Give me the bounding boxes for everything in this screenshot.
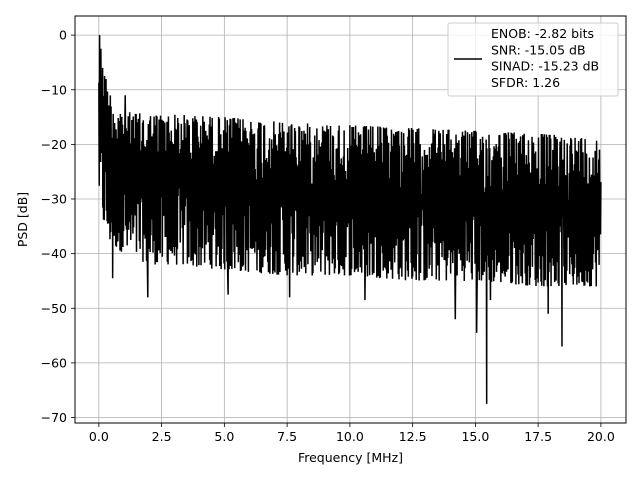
x-tick-label: 0.0 — [89, 429, 109, 444]
x-axis-ticks: 0.0 2.5 5.0 7.5 10.0 12.5 15.0 17.5 20.0 — [89, 423, 615, 444]
x-tick-label: 15.0 — [461, 429, 489, 444]
x-tick-label: 2.5 — [152, 429, 172, 444]
y-tick-label: −40 — [41, 246, 67, 261]
y-tick-label: −50 — [41, 301, 67, 316]
x-tick-label: 17.5 — [524, 429, 552, 444]
y-tick-label: −20 — [41, 137, 67, 152]
y-tick-label: 0 — [59, 28, 67, 43]
y-tick-label: −10 — [41, 82, 67, 97]
x-tick-label: 5.0 — [214, 429, 234, 444]
legend-snr: SNR: -15.05 dB — [491, 42, 586, 57]
x-tick-label: 7.5 — [277, 429, 297, 444]
legend-enob: ENOB: -2.82 bits — [491, 26, 594, 41]
y-axis-label: PSD [dB] — [15, 192, 30, 247]
y-tick-label: −60 — [41, 355, 67, 370]
psd-series-line — [98, 35, 602, 404]
legend-sinad: SINAD: -15.23 dB — [491, 59, 599, 74]
y-tick-label: −70 — [41, 410, 67, 425]
x-tick-label: 20.0 — [587, 429, 615, 444]
x-tick-label: 12.5 — [399, 429, 427, 444]
y-axis-ticks: 0 −10 −20 −30 −40 −50 −60 −70 — [41, 28, 75, 425]
y-tick-label: −30 — [41, 192, 67, 207]
legend-box — [447, 22, 619, 97]
legend: ENOB: -2.82 bits SNR: -15.05 dB SINAD: -… — [447, 22, 619, 97]
x-axis-label: Frequency [MHz] — [298, 450, 403, 465]
x-tick-label: 10.0 — [336, 429, 364, 444]
legend-sfdr: SFDR: 1.26 — [491, 75, 560, 90]
series-layer — [98, 35, 602, 404]
plot-frame — [74, 15, 627, 424]
